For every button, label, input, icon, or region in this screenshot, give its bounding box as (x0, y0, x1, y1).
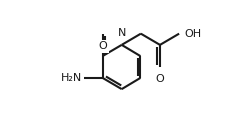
Text: O: O (98, 41, 107, 51)
Text: O: O (156, 74, 164, 84)
Text: H₂N: H₂N (61, 73, 82, 83)
Text: N: N (118, 28, 126, 38)
Text: OH: OH (185, 29, 202, 39)
Text: OH: OH (185, 29, 202, 39)
Text: N: N (118, 28, 126, 38)
Text: H₂N: H₂N (61, 73, 82, 83)
Text: O: O (98, 41, 107, 51)
Text: O: O (156, 74, 164, 84)
